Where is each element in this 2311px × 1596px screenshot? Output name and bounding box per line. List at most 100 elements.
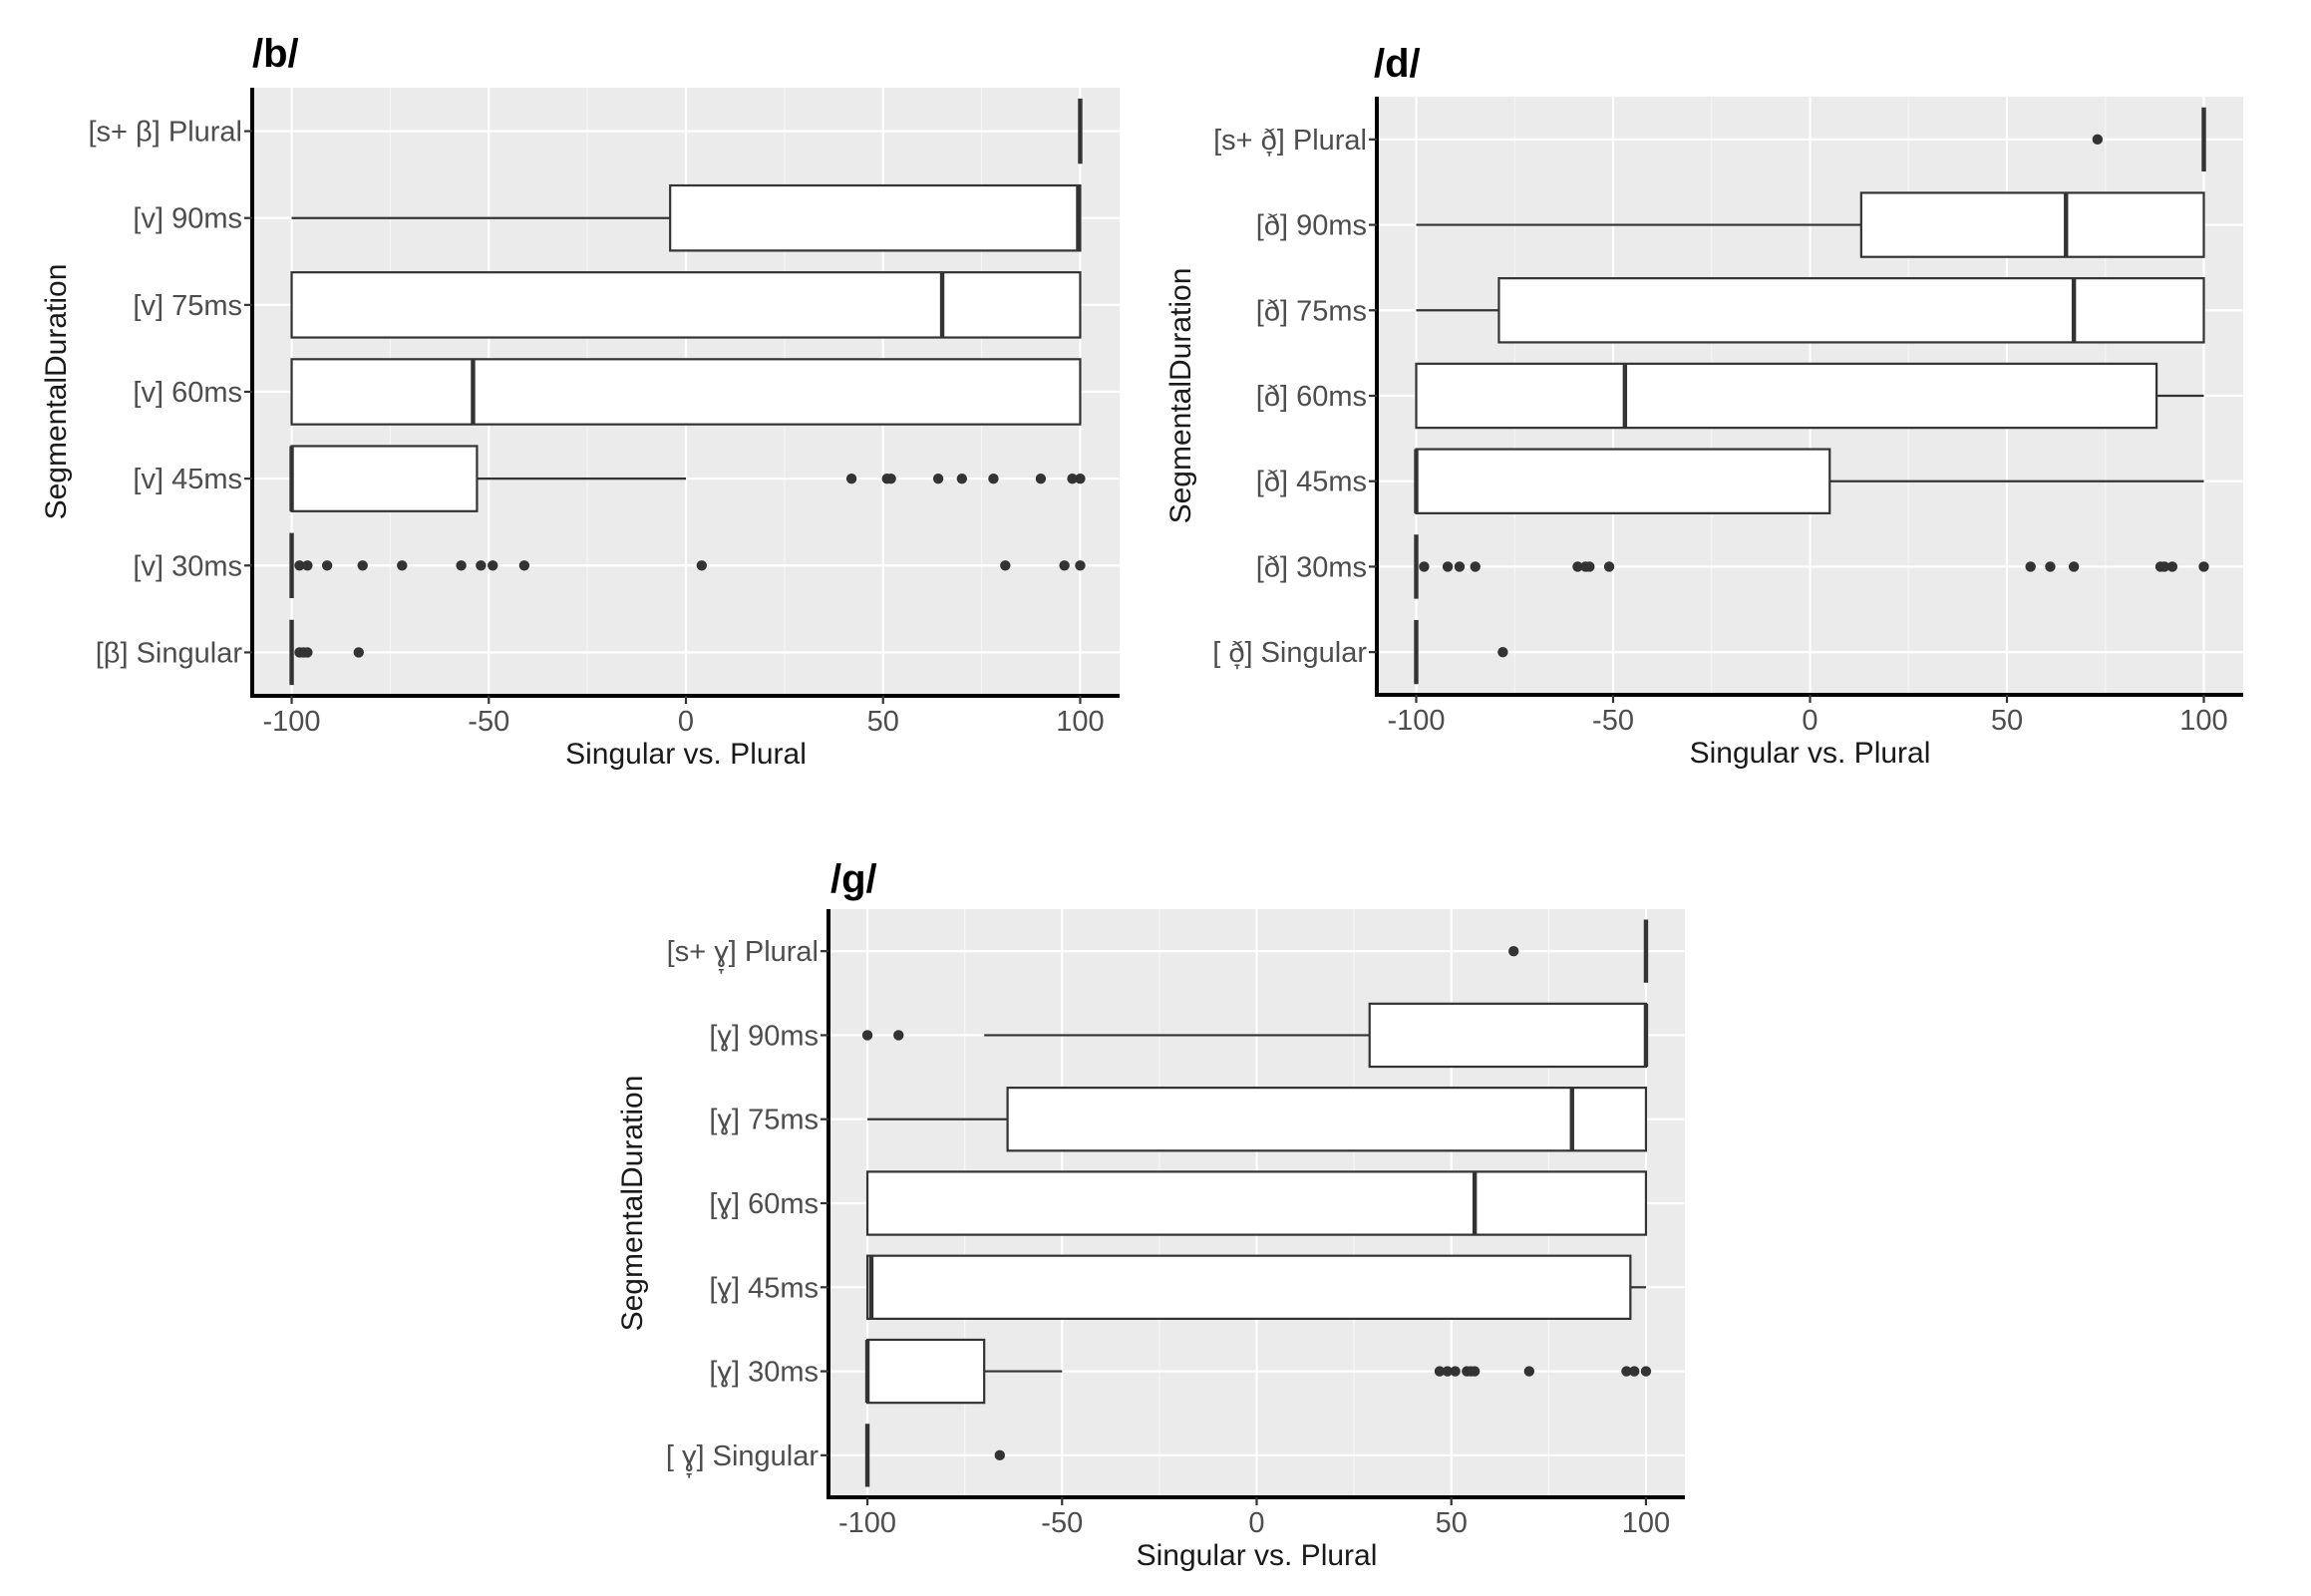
outlier-point <box>1640 1366 1652 1377</box>
x-tick-label: -100 <box>263 706 321 738</box>
x-tick-label: 0 <box>1248 1507 1264 1539</box>
y-axis-title: SegmentalDuration <box>40 264 73 520</box>
y-tick-label: [ð] 75ms <box>1256 295 1367 327</box>
outlier-point <box>1523 1366 1535 1377</box>
y-tick-label: [ɣ] 30ms <box>709 1357 819 1389</box>
outlier-point <box>1572 561 1583 572</box>
outlier-point <box>294 560 305 571</box>
outlier-point <box>1497 646 1508 658</box>
y-tick-label: [v] 30ms <box>133 550 242 582</box>
y-tick-label: [s+ ð̞] Plural <box>1213 125 1367 158</box>
x-tick-label: 0 <box>1802 705 1817 737</box>
iqr-box <box>865 1254 1632 1320</box>
x-tick-label: -100 <box>1387 705 1445 737</box>
box-3 <box>290 358 1082 426</box>
box-3 <box>865 1170 1648 1236</box>
box-6 <box>1414 620 1508 685</box>
box-2 <box>290 271 1082 339</box>
outlier-point <box>302 647 313 658</box>
outlier-point <box>1434 1366 1446 1377</box>
iqr-box <box>1368 1002 1648 1069</box>
outlier-point <box>1603 561 1615 572</box>
outlier-point <box>1442 561 1454 572</box>
outlier-point <box>2166 561 2178 572</box>
outlier-point <box>1000 560 1011 571</box>
iqr-box <box>1006 1087 1648 1152</box>
iqr-box <box>865 1338 986 1405</box>
x-tick-label: 50 <box>867 706 899 738</box>
y-tick-label: [ɣ] 45ms <box>709 1272 819 1304</box>
outlier-point <box>988 473 999 484</box>
y-tick-label: [ð] 30ms <box>1256 551 1367 583</box>
outlier-point <box>397 560 408 571</box>
outlier-point <box>2158 561 2170 572</box>
outlier-point <box>1621 1366 1632 1377</box>
outlier-point <box>1035 473 1047 484</box>
y-tick-label: [β] Singular <box>96 637 243 669</box>
y-tick-label: [v] 60ms <box>133 377 242 409</box>
x-tick-label: -50 <box>468 706 509 738</box>
iqr-box <box>669 183 1082 252</box>
outlier-point <box>994 1449 1005 1461</box>
outlier-point <box>932 473 944 484</box>
outlier-point <box>2045 561 2056 572</box>
x-tick-label: 50 <box>1436 1507 1468 1539</box>
y-tick-label: [v] 90ms <box>133 203 242 235</box>
x-axis-title: Singular vs. Plural <box>1690 737 1931 770</box>
outlier-point <box>1469 1366 1481 1377</box>
outlier-point <box>1442 1366 1454 1377</box>
outlier-point <box>321 560 333 571</box>
iqr-box <box>1859 191 2205 258</box>
outlier-point <box>1419 561 1430 572</box>
box-0 <box>1508 919 1649 983</box>
outlier-point <box>357 560 368 571</box>
iqr-box <box>290 445 479 512</box>
box-4 <box>289 445 1086 512</box>
outlier-point <box>893 1030 904 1041</box>
y-tick-label: [ð] 60ms <box>1256 381 1367 413</box>
outlier-point <box>1454 561 1466 572</box>
iqr-box <box>865 1170 1648 1236</box>
outlier-point <box>1059 560 1070 571</box>
y-tick-label: [ɣ] 90ms <box>709 1020 819 1052</box>
y-axis-title: SegmentalDuration <box>616 1076 649 1332</box>
outlier-point <box>302 560 313 571</box>
iqr-box <box>1415 362 2158 430</box>
outlier-point <box>488 560 498 571</box>
y-tick-label: [ð] 90ms <box>1256 210 1367 242</box>
outlier-point <box>1075 560 1086 571</box>
x-tick-label: -50 <box>1592 705 1634 737</box>
box-0 <box>2092 107 2206 171</box>
y-tick-label: [ð] 45ms <box>1256 467 1367 498</box>
y-tick-label: [ ð̞] Singular <box>1212 637 1367 670</box>
outlier-point <box>2198 561 2209 572</box>
y-tick-label: [ɣ] 75ms <box>709 1105 819 1136</box>
outlier-point <box>1584 561 1595 572</box>
x-axis-title: Singular vs. Plural <box>565 738 807 771</box>
y-tick-label: [ ɣ̞] Singular <box>666 1440 819 1479</box>
iqr-box <box>1497 277 2205 344</box>
box-4 <box>1414 448 2204 514</box>
x-tick-label: -100 <box>838 1507 896 1539</box>
y-tick-label: [v] 45ms <box>133 464 242 495</box>
x-tick-label: 100 <box>2179 705 2227 737</box>
outlier-point <box>1450 1366 1461 1377</box>
box-3 <box>1415 362 2204 430</box>
box-5 <box>1414 534 2209 599</box>
outlier-point <box>861 1030 873 1041</box>
box-1 <box>861 1002 1649 1069</box>
outlier-point <box>1075 473 1086 484</box>
outlier-point <box>885 473 896 484</box>
x-tick-label: 0 <box>678 706 694 738</box>
outlier-point <box>2068 561 2080 572</box>
outlier-point <box>696 560 708 571</box>
outlier-point <box>456 560 467 571</box>
box-5 <box>864 1338 1652 1405</box>
box-2 <box>1416 277 2205 344</box>
y-tick-label: [s+ ɣ̞] Plural <box>667 936 819 975</box>
box-1 <box>291 183 1082 252</box>
box-2 <box>867 1087 1648 1152</box>
panel-0: [s+ β] Plural [v] 90ms [v] 75ms [v] 60ms [v]… <box>40 32 1120 771</box>
outlier-point <box>1508 945 1519 957</box>
